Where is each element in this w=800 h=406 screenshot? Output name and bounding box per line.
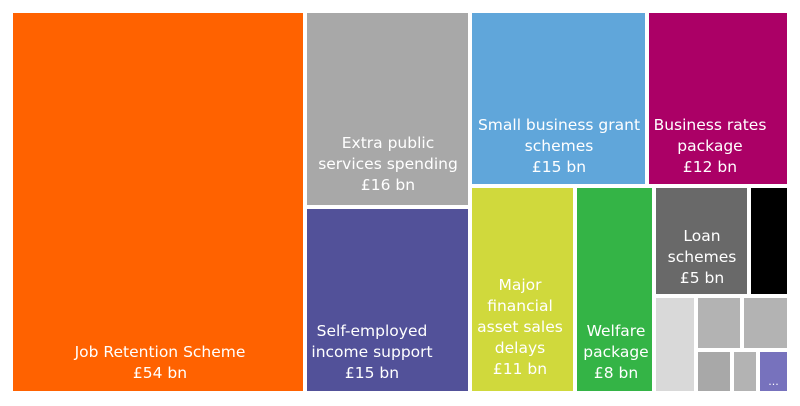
tile-loan-schemes bbox=[656, 188, 747, 294]
tile-major-financial-asset-sales-delays bbox=[472, 188, 573, 391]
tile-minor-11 bbox=[744, 298, 787, 348]
tile-name-label: Major financial asset sales delays bbox=[477, 276, 563, 357]
tile-value-label: £12 bn bbox=[682, 158, 738, 176]
tile-name-label: Welfare package bbox=[583, 322, 649, 361]
tile-minor-13 bbox=[734, 352, 756, 391]
tile-name-label: Business rates package bbox=[653, 116, 767, 155]
tile-job-retention-scheme bbox=[13, 13, 303, 391]
tile-ellipsis-label: ... bbox=[768, 375, 779, 388]
tile-self-employed-income-support bbox=[307, 209, 468, 391]
tile-minor-12 bbox=[698, 352, 730, 391]
tile-value-label: £16 bn bbox=[360, 176, 416, 194]
tile-value-label: £8 bn bbox=[593, 364, 639, 382]
tile-name-label: Job Retention Scheme bbox=[74, 343, 246, 361]
tile-welfare-package bbox=[577, 188, 652, 391]
tile-name-label: Self-employed income support bbox=[311, 322, 433, 361]
tile-name-label: Loan schemes bbox=[667, 227, 737, 266]
tile-minor-14 bbox=[760, 352, 787, 391]
tile-name-label: Small business grant schemes bbox=[477, 116, 641, 155]
tile-value-label: £5 bn bbox=[679, 269, 725, 287]
tile-value-label: £15 bn bbox=[344, 364, 400, 382]
tile-value-label: £11 bn bbox=[492, 360, 548, 378]
tile-extra-public-services-spending bbox=[307, 13, 468, 205]
tile-minor-10 bbox=[698, 298, 740, 348]
tile-business-rates-package bbox=[649, 13, 787, 184]
tile-small-business-grant-schemes bbox=[472, 13, 645, 184]
tile-minor-9 bbox=[656, 298, 694, 391]
tile-value-label: £15 bn bbox=[531, 158, 587, 176]
tile-minor-8 bbox=[751, 188, 787, 294]
tile-value-label: £54 bn bbox=[132, 364, 188, 382]
tile-name-label: Extra public services spending bbox=[318, 134, 458, 173]
